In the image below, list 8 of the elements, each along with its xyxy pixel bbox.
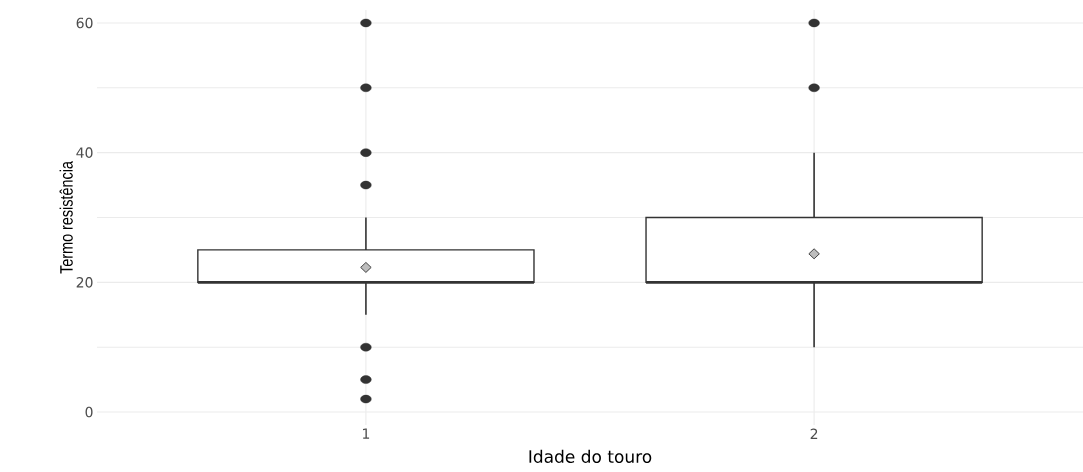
x-tick-label: 1 <box>363 428 370 439</box>
y-tick-label: 40 <box>76 147 93 158</box>
x-tick-label: 2 <box>810 428 818 439</box>
y-axis-title: Termo resistência <box>59 161 73 274</box>
x-axis-title: Idade do touro <box>529 449 652 463</box>
y-tick-label: 20 <box>76 277 93 288</box>
y-tick-label: 0 <box>85 406 93 418</box>
y-tick-label: 60 <box>76 17 93 29</box>
